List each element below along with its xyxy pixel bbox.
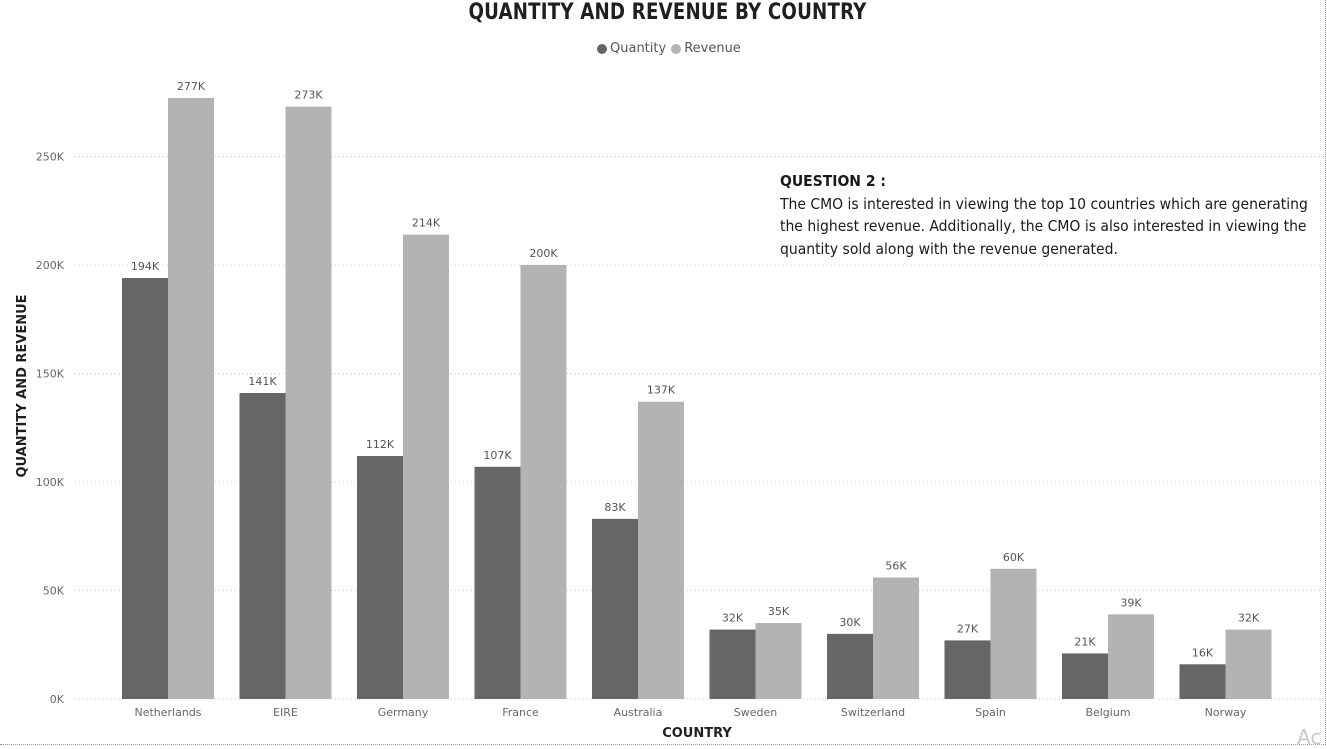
y-tick-label: 100K: [36, 476, 65, 489]
data-label-revenue: 200K: [529, 247, 558, 260]
bar-revenue: [990, 568, 1037, 699]
bar-quantity: [827, 633, 873, 699]
activation-watermark: Ac: [1297, 725, 1322, 749]
data-label-quantity: 107K: [483, 449, 512, 462]
y-tick-label: 200K: [36, 259, 65, 272]
legend-item-quantity[interactable]: Quantity: [597, 41, 666, 56]
x-tick-label: Switzerland: [841, 706, 905, 719]
bar-revenue: [755, 623, 802, 699]
x-tick-label: Germany: [378, 706, 429, 719]
data-label-quantity: 83K: [604, 501, 626, 514]
question-body: The CMO is interested in viewing the top…: [780, 194, 1308, 258]
data-label-quantity: 194K: [131, 260, 160, 273]
bar-quantity: [122, 278, 168, 699]
data-label-quantity: 30K: [839, 616, 861, 629]
data-label-revenue: 32K: [1238, 612, 1260, 625]
bar-quantity: [357, 455, 403, 699]
bar-quantity: [239, 393, 286, 699]
data-label-quantity: 112K: [366, 438, 395, 451]
y-axis-title: QUANTITY AND REVENUE: [15, 294, 30, 477]
y-tick-label: 0K: [50, 693, 65, 706]
chart-title: QUANTITY AND REVENUE BY COUNTRY: [468, 0, 867, 25]
data-label-revenue: 39K: [1120, 596, 1142, 609]
bar-revenue: [873, 577, 919, 699]
data-label-quantity: 16K: [1192, 646, 1214, 659]
x-tick-label: Sweden: [734, 706, 777, 719]
y-axis-ticks: 0K 50K 100K 150K 200K 250K: [36, 151, 65, 707]
data-label-revenue: 214K: [412, 217, 441, 230]
bar-quantity: [1062, 653, 1108, 699]
y-tick-label: 150K: [36, 368, 65, 381]
bar-quantity: [709, 629, 756, 699]
data-label-revenue: 137K: [647, 384, 676, 397]
x-tick-label: Spain: [975, 706, 1006, 719]
x-tick-label: France: [502, 706, 539, 719]
data-label-revenue: 273K: [294, 89, 323, 102]
data-label-revenue: 35K: [768, 605, 790, 618]
data-label-revenue: 277K: [177, 80, 206, 93]
bar-revenue: [403, 234, 449, 699]
x-tick-label: Norway: [1205, 706, 1247, 719]
x-tick-label: EIRE: [273, 706, 298, 719]
x-tick-label: Australia: [614, 706, 663, 719]
legend-item-revenue[interactable]: Revenue: [671, 41, 741, 56]
question-heading: QUESTION 2 :: [780, 172, 886, 190]
x-axis-ticks: Netherlands EIRE Germany France Australia Swe…: [134, 706, 1246, 719]
chart-legend: Quantity Revenue: [597, 41, 746, 56]
bar-revenue: [285, 106, 332, 700]
data-labels: 194K 277K 141K 273K 112K 214K 107K 200K 83K 137K 3…: [131, 80, 1260, 659]
x-tick-label: Belgium: [1085, 706, 1130, 719]
bar-quantity: [592, 518, 638, 699]
legend-label-revenue: Revenue: [684, 41, 741, 56]
y-tick-label: 50K: [43, 585, 65, 598]
bar-quantity: [944, 640, 991, 699]
legend-dot-quantity: [597, 43, 607, 54]
legend-label-quantity: Quantity: [610, 41, 667, 56]
x-axis-title: COUNTRY: [662, 726, 732, 741]
data-label-quantity: 32K: [722, 612, 744, 625]
bar-revenue: [520, 265, 567, 699]
bar-quantity: [1179, 664, 1226, 699]
data-label-quantity: 27K: [957, 622, 979, 635]
bars: [122, 97, 1272, 700]
bar-quantity: [474, 466, 521, 699]
bar-revenue: [168, 97, 214, 699]
legend-dot-revenue: [671, 43, 682, 54]
data-label-quantity: 21K: [1074, 635, 1096, 648]
bar-revenue: [638, 401, 684, 699]
x-tick-label: Netherlands: [134, 706, 201, 719]
y-tick-label: 250K: [36, 151, 65, 164]
data-label-quantity: 141K: [248, 375, 277, 388]
data-label-revenue: 56K: [885, 559, 907, 572]
bar-revenue: [1225, 629, 1272, 699]
bar-revenue: [1108, 614, 1154, 699]
data-label-revenue: 60K: [1003, 551, 1025, 564]
question-annotation: QUESTION 2 : The CMO is interested in vi…: [780, 170, 1320, 260]
